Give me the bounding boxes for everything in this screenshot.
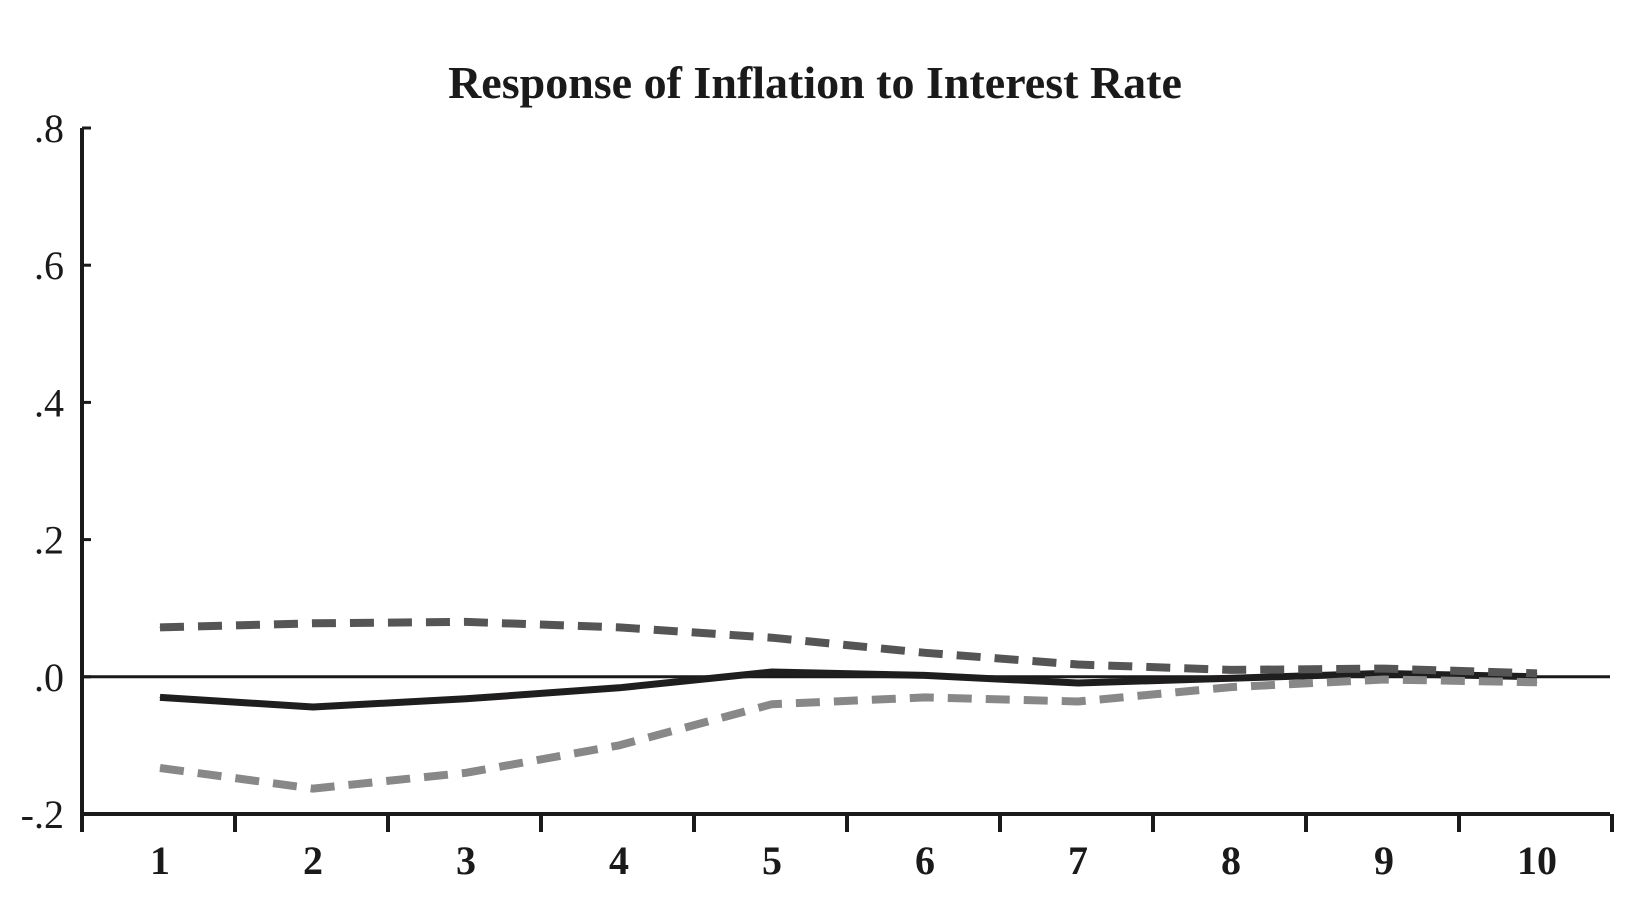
data-point-upper-band [1230, 669, 1232, 671]
y-tick-label: .0 [34, 655, 64, 700]
y-tick-label: .4 [34, 380, 64, 425]
data-point-response [159, 696, 161, 698]
data-point-response [465, 698, 467, 700]
data-point-upper-band [924, 652, 926, 654]
data-point-response [312, 706, 314, 708]
data-point-upper-band [771, 637, 773, 639]
x-tick-label: 9 [1374, 838, 1394, 883]
data-point-upper-band [465, 621, 467, 623]
y-tick-label: .6 [34, 243, 64, 288]
x-tick-label: 2 [303, 838, 323, 883]
data-point-upper-band [618, 626, 620, 628]
data-point-lower-band [1383, 679, 1385, 681]
data-point-response [771, 671, 773, 673]
data-point-response [924, 674, 926, 676]
y-tick-label: -.2 [21, 792, 64, 837]
data-point-response [1230, 677, 1232, 679]
data-point-lower-band [312, 788, 314, 790]
y-tick-label: .8 [34, 106, 64, 151]
data-point-lower-band [1230, 686, 1232, 688]
x-tick-label: 5 [762, 838, 782, 883]
x-tick-label: 8 [1221, 838, 1241, 883]
data-point-response [1383, 672, 1385, 674]
data-point-upper-band [1383, 668, 1385, 670]
series-line-lower-band [159, 675, 1538, 793]
data-point-upper-band [159, 626, 161, 628]
data-point-upper-band [312, 622, 314, 624]
series-layer [159, 617, 1538, 793]
data-point-lower-band [924, 696, 926, 698]
data-point-response [1077, 682, 1079, 684]
x-tick-label: 3 [456, 838, 476, 883]
data-point-lower-band [771, 703, 773, 705]
chart-title: Response of Inflation to Interest Rate [448, 57, 1182, 108]
x-tick-label: 1 [150, 838, 170, 883]
data-point-upper-band [1077, 663, 1079, 665]
data-point-lower-band [1077, 700, 1079, 702]
series-line-upper-band [159, 617, 1538, 678]
data-point-lower-band [618, 744, 620, 746]
axes: -.2 .0 .2 .4 .6 .8 1 2 3 4 5 6 7 8 9 10 [21, 106, 1614, 883]
x-tick-label: 10 [1517, 838, 1557, 883]
x-tick-label: 7 [1068, 838, 1088, 883]
data-point-upper-band [1536, 672, 1538, 674]
series-line-response [159, 668, 1538, 711]
data-point-lower-band [465, 772, 467, 774]
data-point-response [618, 687, 620, 689]
data-point-lower-band [159, 767, 161, 769]
data-point-lower-band [1536, 681, 1538, 683]
x-tick-label: 6 [915, 838, 935, 883]
y-tick-label: .2 [34, 518, 64, 563]
x-tick-label: 4 [609, 838, 629, 883]
